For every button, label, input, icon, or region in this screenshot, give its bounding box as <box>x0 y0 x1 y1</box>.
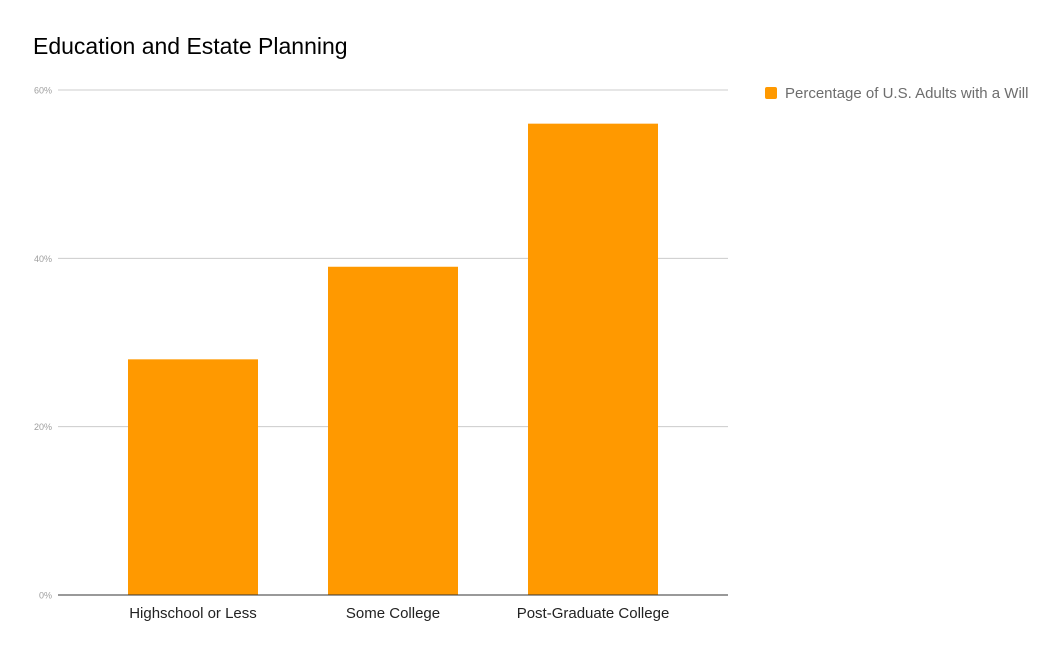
x-tick-label: Some College <box>346 605 440 622</box>
bar <box>128 359 258 595</box>
bar <box>328 266 458 595</box>
y-tick-label: 60% <box>34 86 52 96</box>
chart-title: Education and Estate Planning <box>33 33 348 59</box>
legend: Percentage of U.S. Adults with a Will <box>765 84 1030 103</box>
y-tick-label: 20% <box>34 422 52 432</box>
y-tick-label: 40% <box>34 254 52 264</box>
axes: 0% 20% 40% 60% Highschool or Less Some Colleg… <box>34 86 728 622</box>
bars <box>128 123 658 596</box>
x-tick-label: Post-Graduate College <box>517 605 670 622</box>
bar <box>528 123 658 596</box>
x-tick-label: Highschool or Less <box>129 605 257 622</box>
y-tick-label: 0% <box>39 591 52 601</box>
legend-label: Percentage of U.S. Adults with a Will <box>785 85 1029 102</box>
legend-swatch <box>765 87 777 99</box>
